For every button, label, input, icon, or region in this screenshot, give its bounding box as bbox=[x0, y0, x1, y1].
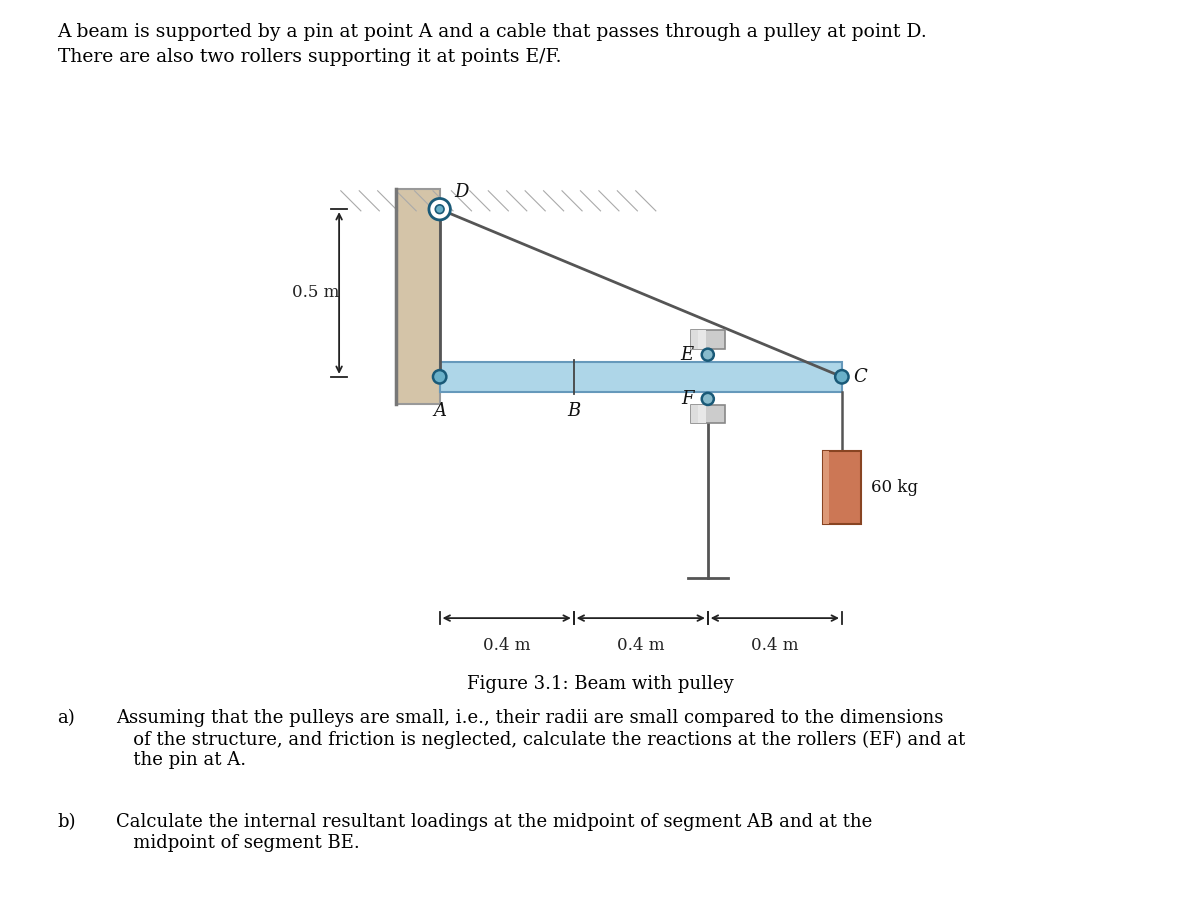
Text: C: C bbox=[853, 368, 868, 386]
Bar bbox=[691, 405, 725, 424]
Text: E: E bbox=[680, 346, 694, 364]
Text: 60 kg: 60 kg bbox=[871, 479, 918, 496]
Text: There are also two rollers supporting it at points E/F.: There are also two rollers supporting it… bbox=[58, 48, 562, 66]
Text: B: B bbox=[568, 402, 581, 420]
Bar bbox=[691, 330, 725, 348]
Text: a): a) bbox=[58, 709, 76, 728]
Bar bbox=[698, 330, 706, 348]
Circle shape bbox=[436, 205, 444, 213]
Text: 0.4 m: 0.4 m bbox=[482, 637, 530, 653]
Bar bbox=[691, 405, 703, 424]
Bar bbox=[439, 362, 842, 391]
Text: D: D bbox=[455, 183, 469, 201]
Text: b): b) bbox=[58, 813, 76, 832]
Circle shape bbox=[433, 370, 446, 383]
Text: A: A bbox=[433, 402, 446, 420]
Text: 0.4 m: 0.4 m bbox=[751, 637, 798, 653]
Bar bbox=[822, 450, 862, 524]
Bar bbox=[822, 450, 829, 524]
Text: F: F bbox=[680, 390, 694, 408]
Text: Calculate the internal resultant loadings at the midpoint of segment AB and at t: Calculate the internal resultant loading… bbox=[116, 813, 872, 852]
Text: 0.4 m: 0.4 m bbox=[617, 637, 665, 653]
Circle shape bbox=[835, 370, 848, 383]
Circle shape bbox=[702, 348, 714, 360]
Text: Assuming that the pulleys are small, i.e., their radii are small compared to the: Assuming that the pulleys are small, i.e… bbox=[116, 709, 966, 769]
Bar bbox=[396, 189, 439, 403]
Bar bbox=[691, 330, 703, 348]
Circle shape bbox=[702, 393, 714, 405]
Circle shape bbox=[428, 199, 450, 220]
Text: Figure 3.1: Beam with pulley: Figure 3.1: Beam with pulley bbox=[467, 675, 733, 694]
Text: 0.5 m: 0.5 m bbox=[292, 285, 340, 301]
Bar bbox=[698, 405, 706, 424]
Text: A beam is supported by a pin at point A and a cable that passes through a pulley: A beam is supported by a pin at point A … bbox=[58, 23, 928, 41]
